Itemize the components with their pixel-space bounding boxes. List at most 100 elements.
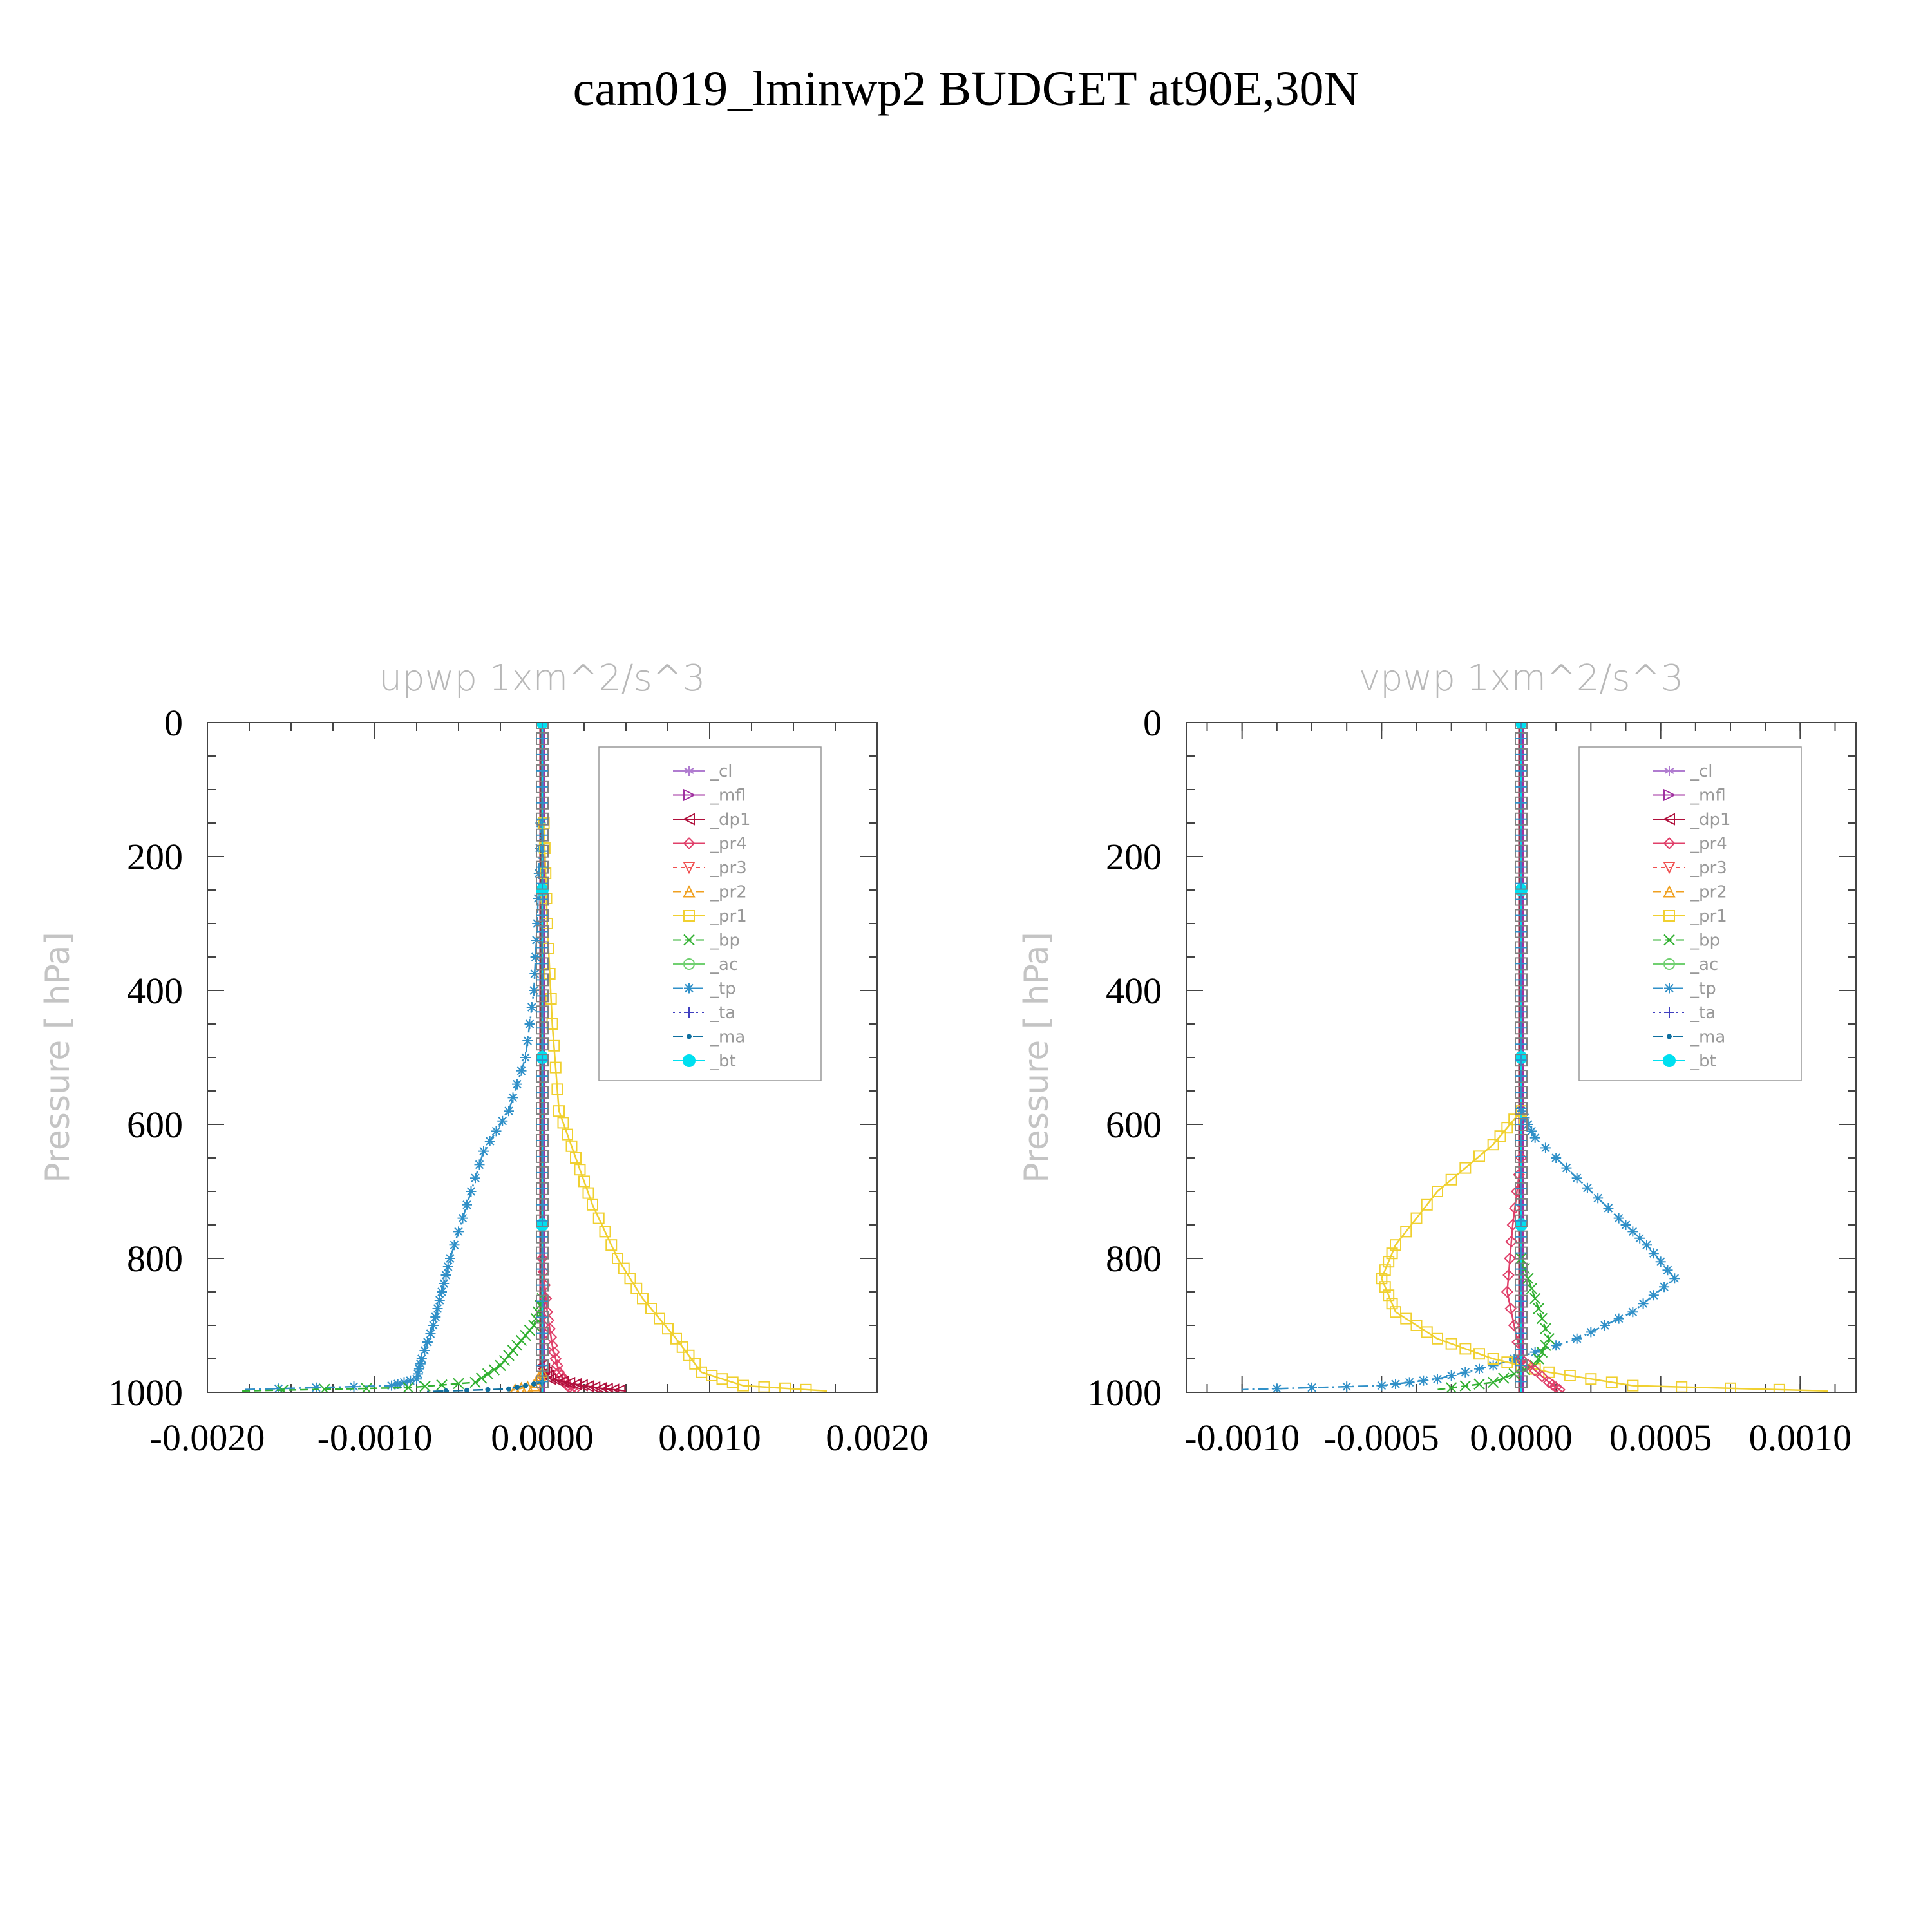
legend-marker [683, 958, 695, 970]
data-point [1379, 1264, 1391, 1276]
data-point [536, 942, 548, 954]
data-point [624, 1273, 636, 1285]
x-tick-label: 0.0000 [491, 1417, 594, 1459]
data-point [536, 893, 548, 905]
data-point [1515, 877, 1527, 889]
legend-entry: _cl [1690, 762, 1713, 781]
legend-entry: _tp [710, 980, 736, 999]
data-point [1526, 1126, 1537, 1137]
legend-entry: _bt [1690, 1052, 1716, 1071]
data-point [553, 1105, 565, 1117]
data-point [536, 1263, 548, 1275]
data-point [1561, 1162, 1572, 1173]
data-point [1504, 1302, 1517, 1315]
data-point [676, 1341, 688, 1353]
data-point [1515, 1182, 1527, 1195]
data-point [613, 1384, 626, 1392]
data-point [1432, 1332, 1443, 1345]
data-point [529, 985, 539, 996]
data-point [348, 1381, 359, 1392]
data-point [536, 909, 548, 922]
data-point [522, 1036, 533, 1046]
data-point [1508, 1113, 1520, 1126]
data-point [392, 1379, 403, 1389]
data-point [549, 1061, 562, 1074]
series-pr1 [1376, 1105, 1828, 1392]
data-point [1515, 861, 1527, 873]
data-point [1553, 1383, 1566, 1392]
data-point [607, 1383, 620, 1392]
data-point [273, 1383, 284, 1392]
data-point [531, 1381, 536, 1387]
legend-marker [1664, 1007, 1674, 1018]
data-point [516, 1065, 527, 1076]
data-point [1379, 1281, 1391, 1293]
data-point [1376, 1273, 1388, 1285]
legend-entry: _ac [1690, 955, 1718, 974]
data-point [1582, 1182, 1593, 1193]
data-point [800, 1383, 812, 1392]
legend-marker [683, 934, 695, 946]
data-point [1501, 1356, 1513, 1368]
legend-marker [1663, 862, 1676, 875]
data-point [529, 969, 540, 979]
data-point [1432, 1186, 1443, 1197]
legend-marker [684, 1007, 694, 1018]
data-point [536, 974, 548, 986]
data-point [1543, 1333, 1555, 1345]
y-axis-label: Pressure [ hPa] [1018, 932, 1056, 1183]
legend-marker [683, 788, 696, 802]
y-tick-label: 600 [1106, 1104, 1162, 1146]
data-point [594, 1382, 607, 1392]
data-point [504, 1106, 514, 1117]
data-point [1551, 1340, 1562, 1351]
data-point [419, 1345, 430, 1356]
data-point [1487, 1353, 1499, 1365]
data-point [1515, 1038, 1527, 1050]
data-point [488, 1364, 500, 1376]
legend-marker [1662, 813, 1675, 826]
data-point [536, 1295, 548, 1307]
data-point [530, 952, 541, 962]
data-point [1515, 1198, 1527, 1211]
chart-upwp: upwp 1xm^2/s^3 Pressure [ hPa] 0 200 400 600 8… [39, 658, 929, 1459]
legend-marker [687, 1034, 692, 1039]
data-point [482, 1368, 494, 1380]
data-point [1383, 1289, 1395, 1302]
data-point [536, 1166, 548, 1179]
data-point [536, 1150, 548, 1162]
data-point [1593, 1193, 1604, 1204]
panel-title: upwp 1xm^2/s^3 [379, 658, 706, 699]
legend-entry: _ma [1690, 1028, 1725, 1047]
data-point [440, 1270, 451, 1280]
data-point [1515, 1359, 1527, 1372]
data-point [430, 1312, 441, 1322]
data-point [1494, 1130, 1506, 1142]
data-point [523, 1383, 528, 1388]
x-tick-label: 0.0010 [1749, 1417, 1852, 1459]
data-point [1498, 1372, 1510, 1384]
data-point [476, 1372, 488, 1384]
data-point [1533, 1353, 1544, 1365]
legend-entry: _pr2 [1690, 883, 1727, 902]
data-point [582, 1380, 594, 1392]
series-tp [1242, 1106, 1680, 1392]
legend-entry: _bp [710, 931, 740, 951]
data-point [758, 1381, 770, 1392]
data-point [1515, 893, 1527, 905]
series-tp [240, 818, 546, 1392]
data-point [1515, 1054, 1527, 1066]
x-tick-label: 0.0020 [826, 1417, 929, 1459]
data-point [1487, 1139, 1499, 1151]
data-point [670, 1332, 682, 1345]
data-point [587, 1198, 598, 1211]
data-point [442, 1262, 453, 1272]
data-point [536, 1279, 548, 1291]
data-point [1515, 1103, 1527, 1115]
data-point [536, 1070, 548, 1083]
legend-marker [1663, 934, 1675, 946]
data-point [1459, 1380, 1472, 1392]
y-tick-label: 0 [1143, 702, 1162, 744]
data-point [1410, 1320, 1423, 1331]
